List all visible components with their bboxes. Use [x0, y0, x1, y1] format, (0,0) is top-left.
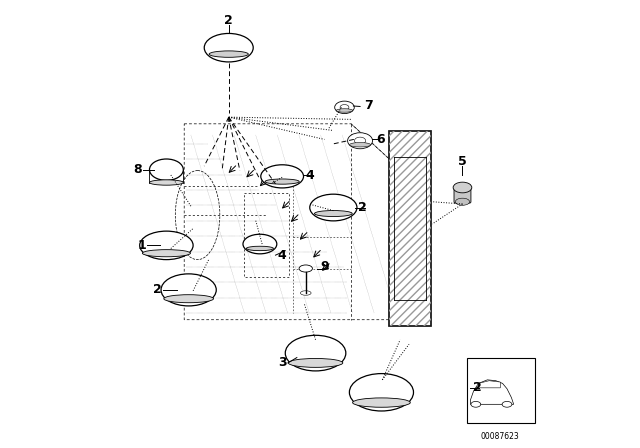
Ellipse shape: [246, 246, 273, 250]
Ellipse shape: [209, 51, 248, 57]
Ellipse shape: [161, 274, 216, 306]
Ellipse shape: [314, 211, 352, 216]
Ellipse shape: [142, 250, 191, 257]
Ellipse shape: [140, 231, 193, 260]
Ellipse shape: [150, 180, 183, 185]
Ellipse shape: [299, 265, 312, 272]
Polygon shape: [479, 381, 500, 388]
Ellipse shape: [265, 179, 300, 184]
Text: 00087623: 00087623: [481, 432, 520, 441]
Text: 1: 1: [138, 239, 147, 252]
Ellipse shape: [349, 374, 413, 411]
Text: 9: 9: [320, 260, 329, 273]
Ellipse shape: [204, 34, 253, 62]
Text: 6: 6: [376, 133, 385, 146]
Ellipse shape: [502, 401, 512, 407]
Ellipse shape: [349, 142, 371, 147]
Ellipse shape: [340, 104, 349, 110]
Text: 7: 7: [365, 99, 373, 112]
Text: 2: 2: [473, 381, 482, 394]
Ellipse shape: [455, 198, 470, 205]
Ellipse shape: [348, 133, 372, 149]
Ellipse shape: [164, 295, 214, 303]
Text: 8: 8: [133, 163, 142, 176]
Ellipse shape: [353, 398, 410, 407]
Polygon shape: [470, 380, 514, 404]
Ellipse shape: [243, 234, 277, 254]
Text: 5: 5: [458, 155, 467, 168]
Ellipse shape: [453, 182, 472, 193]
Ellipse shape: [355, 137, 365, 144]
FancyBboxPatch shape: [454, 186, 471, 203]
Text: 2: 2: [225, 13, 233, 26]
Text: 3: 3: [278, 357, 287, 370]
Text: 2: 2: [358, 201, 367, 214]
Ellipse shape: [300, 291, 311, 295]
Ellipse shape: [336, 109, 353, 112]
Ellipse shape: [150, 159, 183, 181]
Polygon shape: [389, 130, 431, 327]
Ellipse shape: [471, 401, 481, 407]
Text: 2: 2: [153, 284, 162, 297]
Bar: [467, 358, 534, 423]
Ellipse shape: [335, 101, 355, 114]
Text: 4: 4: [305, 168, 314, 181]
Ellipse shape: [285, 335, 346, 371]
Ellipse shape: [310, 194, 357, 221]
Ellipse shape: [288, 358, 343, 367]
Text: 4: 4: [278, 249, 287, 262]
Ellipse shape: [260, 165, 303, 188]
